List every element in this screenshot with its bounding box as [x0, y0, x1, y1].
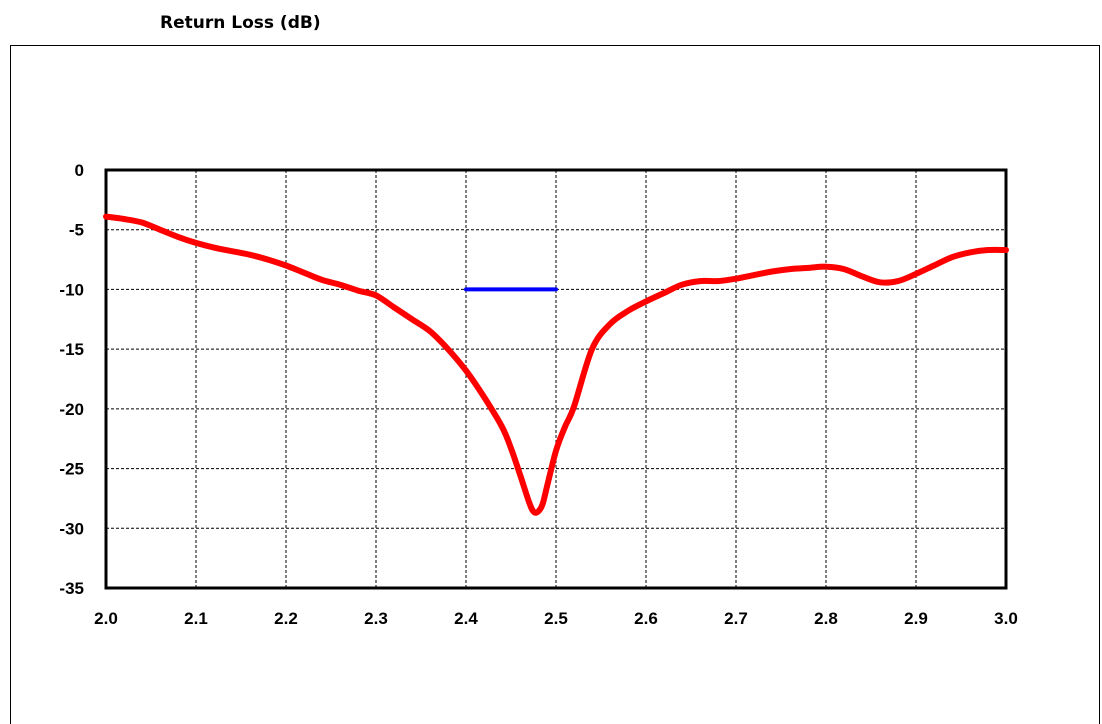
x-tick-label: 2.4: [454, 609, 478, 628]
y-tick-label: -25: [59, 460, 84, 479]
y-tick-label: -35: [59, 579, 84, 598]
x-tick-label: 2.5: [544, 609, 568, 628]
y-tick-labels: 0 -5 -10 -15 -20 -25 -30 -35: [59, 161, 84, 598]
x-tick-label: 2.9: [904, 609, 928, 628]
y-tick-label: -30: [59, 519, 84, 538]
series-layer: [103, 213, 1009, 516]
x-tick-label: 3.0: [994, 609, 1018, 628]
chart-title: Return Loss (dB): [160, 13, 321, 33]
chart-frame: [10, 45, 1100, 724]
x-tick-label: 2.2: [274, 609, 298, 628]
x-tick-label: 2.3: [364, 609, 388, 628]
y-tick-label: 0: [75, 161, 84, 180]
x-tick-label: 2.7: [724, 609, 748, 628]
grid-lines: [106, 170, 1006, 588]
plot-area: [104, 168, 1008, 590]
x-tick-label: 2.0: [94, 609, 118, 628]
x-tick-label: 2.8: [814, 609, 838, 628]
x-tick-label: 2.6: [634, 609, 658, 628]
x-tick-labels: 2.0 2.1 2.2 2.3 2.4 2.5 2.6 2.7 2.8 2.9 3.0: [94, 609, 1018, 628]
y-tick-label: -10: [59, 280, 84, 299]
y-tick-label: -5: [69, 221, 84, 240]
x-tick-label: 2.1: [184, 609, 208, 628]
return-loss-series-line: [103, 213, 1009, 516]
y-tick-label: -20: [59, 400, 84, 419]
y-tick-label: -15: [59, 340, 84, 359]
